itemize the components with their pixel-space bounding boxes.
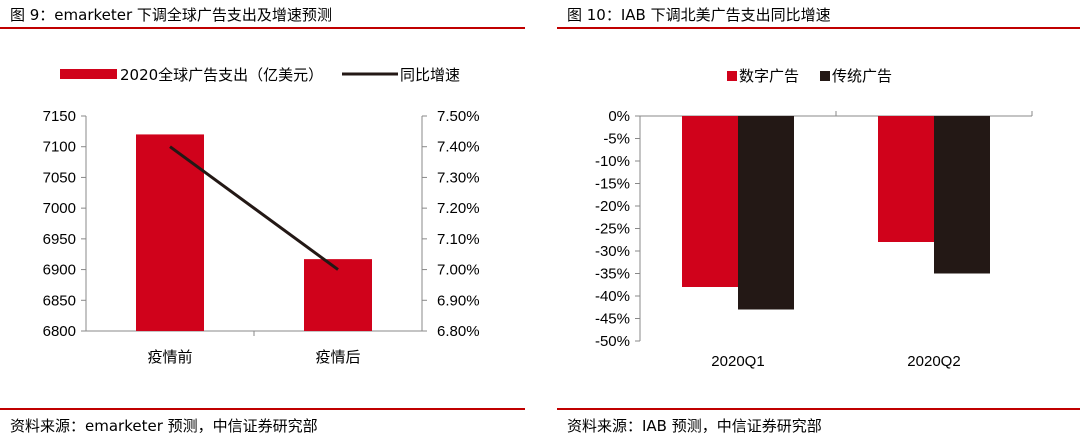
left-axis-tick-label: 7100 [43, 139, 76, 156]
y-axis-tick-label: -40% [595, 288, 630, 305]
left-axis-tick-label: 6950 [43, 231, 76, 248]
y-axis-tick-label: -25% [595, 221, 630, 238]
y-axis-tick-label: -10% [595, 153, 630, 170]
right-axis-tick-label: 6.80% [437, 323, 480, 340]
category-label: 疫情后 [315, 348, 360, 366]
spend-bar [304, 259, 372, 331]
right-axis-tick-label: 7.00% [437, 262, 480, 279]
left-axis-tick-label: 7000 [43, 200, 76, 217]
legend-traditional-swatch [820, 71, 830, 81]
legend-digital-label: 数字广告 [739, 67, 799, 85]
legend-traditional-label: 传统广告 [832, 67, 892, 85]
source-rule [0, 408, 525, 410]
traditional-ad-bar [738, 116, 794, 310]
title-rule [557, 27, 1080, 29]
figure-title: 图 9：emarketer 下调全球广告支出及增速预测 [10, 6, 332, 24]
left-axis-tick-label: 6850 [43, 292, 76, 309]
right-axis-tick-label: 7.40% [437, 139, 480, 156]
left-axis-tick-label: 7150 [43, 108, 76, 125]
right-axis-tick-label: 7.50% [437, 108, 480, 125]
y-axis-tick-label: -20% [595, 198, 630, 215]
category-label: 2020Q1 [711, 353, 764, 370]
y-axis-tick-label: -35% [595, 266, 630, 283]
digital-ad-bar [878, 116, 934, 242]
figure-title: 图 10：IAB 下调北美广告支出同比增速 [567, 6, 831, 24]
left-axis-tick-label: 7050 [43, 169, 76, 186]
source-note: 资料来源：IAB 预测，中信证券研究部 [567, 417, 822, 435]
title-rule [0, 27, 525, 29]
y-axis-tick-label: -45% [595, 311, 630, 328]
legend-digital-swatch [727, 71, 737, 81]
global-ad-spend-chart: 2020全球广告支出（亿美元） 同比增速 7150 7100 7050 7000 695… [43, 66, 480, 366]
legend-bar-swatch [60, 69, 117, 79]
y-axis-tick-label: -5% [603, 131, 630, 148]
y-axis-tick-label: -15% [595, 176, 630, 193]
source-note: 资料来源：emarketer 预测，中信证券研究部 [10, 417, 318, 435]
right-axis-tick-label: 7.30% [437, 169, 480, 186]
spend-bar [136, 134, 204, 331]
legend-bar-label: 2020全球广告支出（亿美元） [120, 66, 323, 84]
legend-line-label: 同比增速 [400, 66, 460, 84]
north-america-ad-growth-chart: 数字广告 传统广告 0% -5% -10% -15% -20% -25% -30% -35% -… [595, 67, 1033, 370]
left-axis-tick-label: 6800 [43, 323, 76, 340]
y-axis-tick-label: -50% [595, 333, 630, 350]
category-label: 2020Q2 [907, 353, 960, 370]
source-rule [557, 408, 1080, 410]
right-axis-tick-label: 7.20% [437, 200, 480, 217]
chart-panel-north-america: 图 10：IAB 下调北美广告支出同比增速 数字广告 传统广告 0% -5% -10… [557, 0, 1080, 438]
chart-panel-global: 图 9：emarketer 下调全球广告支出及增速预测 2020全球广告支出（亿… [0, 0, 525, 438]
y-axis-tick-label: 0% [608, 108, 630, 125]
y-axis-tick-label: -30% [595, 243, 630, 260]
left-axis-tick-label: 6900 [43, 262, 76, 279]
digital-ad-bar [682, 116, 738, 287]
traditional-ad-bar [934, 116, 990, 274]
category-label: 疫情前 [147, 348, 192, 366]
growth-line [169, 145, 339, 271]
right-axis-tick-label: 7.10% [437, 231, 480, 248]
right-axis-tick-label: 6.90% [437, 292, 480, 309]
